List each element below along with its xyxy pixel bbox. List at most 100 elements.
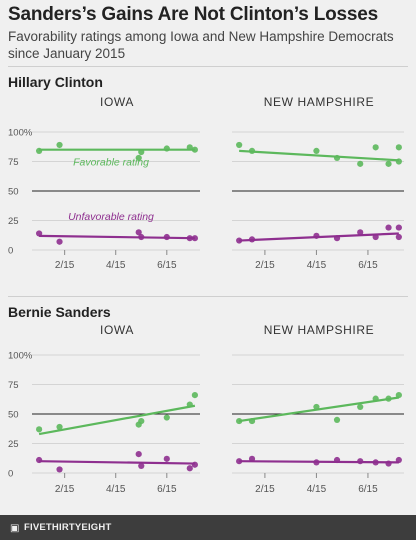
unfavorable-point xyxy=(372,459,379,466)
favorable-point xyxy=(395,158,402,165)
unfavorable-point xyxy=(333,456,341,464)
favorable-point xyxy=(357,403,364,411)
x-tick-label: 2/15 xyxy=(255,484,275,495)
y-tick-label: 100% xyxy=(8,128,33,139)
unfavorable-point xyxy=(236,458,243,465)
panel-title: IOWA xyxy=(100,323,134,337)
favorable-point xyxy=(372,395,379,402)
favorable-series-label: Favorable rating xyxy=(73,157,149,169)
unfavorable-series-label: Unfavorable rating xyxy=(68,211,154,223)
x-tick-label: 4/15 xyxy=(106,260,126,271)
unfavorable-point xyxy=(135,451,142,458)
favorable-trend-line xyxy=(38,404,196,436)
favorable-trend-line xyxy=(239,149,399,162)
unfavorable-point xyxy=(135,229,142,236)
y-tick-label: 50 xyxy=(8,410,19,421)
favorable-point xyxy=(385,395,392,402)
section-label-sanders: Bernie Sanders xyxy=(8,304,111,320)
x-tick-label: 6/15 xyxy=(358,484,378,495)
y-tick-label: 75 xyxy=(8,380,19,391)
footer-brand-text: FIVETHIRTYEIGHT xyxy=(24,522,112,533)
section-divider xyxy=(8,296,408,297)
unfavorable-point xyxy=(36,230,43,237)
header-divider xyxy=(8,66,408,67)
panel-title: IOWA xyxy=(100,95,134,109)
footer-brand: ▣ FIVETHIRTYEIGHT xyxy=(10,522,111,534)
unfavorable-point xyxy=(138,233,145,241)
favorable-point xyxy=(186,144,193,151)
y-tick-label: 0 xyxy=(8,246,13,257)
favorable-point xyxy=(135,154,142,162)
favorable-point xyxy=(395,144,402,151)
chart-sanders-iowa: IOWA 0 25 50 75 100% 2/15 4/15 6/15 xyxy=(8,323,200,495)
favorable-point xyxy=(313,403,320,411)
favorable-point xyxy=(56,423,63,431)
unfavorable-point xyxy=(163,455,170,462)
favorable-point xyxy=(333,416,341,423)
x-tick-label: 6/15 xyxy=(157,260,177,271)
unfavorable-point xyxy=(56,466,63,473)
unfavorable-point xyxy=(248,236,256,243)
chart-sanders-new-hampshire: NEW HAMPSHIRE 2/15 4/15 6/15 xyxy=(232,323,404,495)
panel-title: NEW HAMPSHIRE xyxy=(264,323,374,337)
unfavorable-point xyxy=(395,224,402,231)
unfavorable-point xyxy=(385,224,392,231)
y-tick-label: 75 xyxy=(8,157,19,168)
favorable-point xyxy=(248,417,256,425)
favorable-point xyxy=(36,147,43,154)
unfavorable-point xyxy=(385,460,392,467)
favorable-point xyxy=(385,160,392,167)
favorable-point xyxy=(36,426,43,433)
favorable-point xyxy=(395,392,402,399)
favorable-point xyxy=(138,417,145,425)
x-tick-label: 4/15 xyxy=(307,260,327,271)
page-title: Sanders’s Gains Are Not Clinton’s Losses xyxy=(8,4,378,25)
chart-clinton-new-hampshire: NEW HAMPSHIRE 2/15 4/15 6/15 xyxy=(232,95,404,271)
footer-bar: ▣ FIVETHIRTYEIGHT xyxy=(0,515,416,540)
favorable-point xyxy=(138,148,145,156)
unfavorable-point xyxy=(191,235,198,242)
unfavorable-point xyxy=(56,238,63,245)
favorable-point xyxy=(56,141,63,149)
unfavorable-point xyxy=(395,456,402,464)
x-tick-label: 2/15 xyxy=(255,260,275,271)
y-tick-label: 100% xyxy=(8,351,33,362)
favorable-point xyxy=(236,141,243,149)
favorable-point xyxy=(248,147,256,154)
unfavorable-point xyxy=(248,455,256,462)
unfavorable-point xyxy=(313,459,320,466)
unfavorable-point xyxy=(395,233,402,241)
favorable-point xyxy=(163,145,170,152)
unfavorable-point xyxy=(357,458,364,465)
favorable-point xyxy=(357,160,364,167)
panel-title: NEW HAMPSHIRE xyxy=(264,95,374,109)
unfavorable-point xyxy=(191,461,198,468)
x-tick-label: 4/15 xyxy=(307,484,327,495)
x-tick-label: 6/15 xyxy=(358,260,378,271)
favorable-point xyxy=(313,147,320,154)
x-tick-label: 2/15 xyxy=(55,260,75,271)
unfavorable-trend-line xyxy=(39,234,195,240)
unfavorable-point xyxy=(357,229,364,236)
unfavorable-point xyxy=(163,233,170,241)
y-tick-label: 25 xyxy=(8,439,19,450)
unfavorable-point xyxy=(186,465,193,472)
x-tick-label: 2/15 xyxy=(55,484,75,495)
unfavorable-point xyxy=(138,462,145,470)
favorable-point xyxy=(372,144,379,151)
page-subtitle: Favorability ratings among Iowa and New … xyxy=(8,29,394,61)
unfavorable-point xyxy=(333,235,341,242)
chart-clinton-iowa: IOWA 0 25 50 75 100% 2/15 4/15 6/15 Favorable rat… xyxy=(8,95,200,271)
unfavorable-point xyxy=(236,237,243,244)
favorable-point xyxy=(191,392,198,399)
favorable-point xyxy=(163,414,170,421)
unfavorable-point xyxy=(313,232,320,239)
y-tick-label: 50 xyxy=(8,187,19,198)
unfavorable-point xyxy=(186,235,193,242)
unfavorable-point xyxy=(36,456,43,464)
favorable-point xyxy=(333,154,341,162)
favorable-point xyxy=(191,146,198,153)
unfavorable-trend-line xyxy=(39,460,195,465)
x-tick-label: 6/15 xyxy=(157,484,177,495)
fivethirtyeight-logo-icon: ▣ xyxy=(10,523,20,534)
